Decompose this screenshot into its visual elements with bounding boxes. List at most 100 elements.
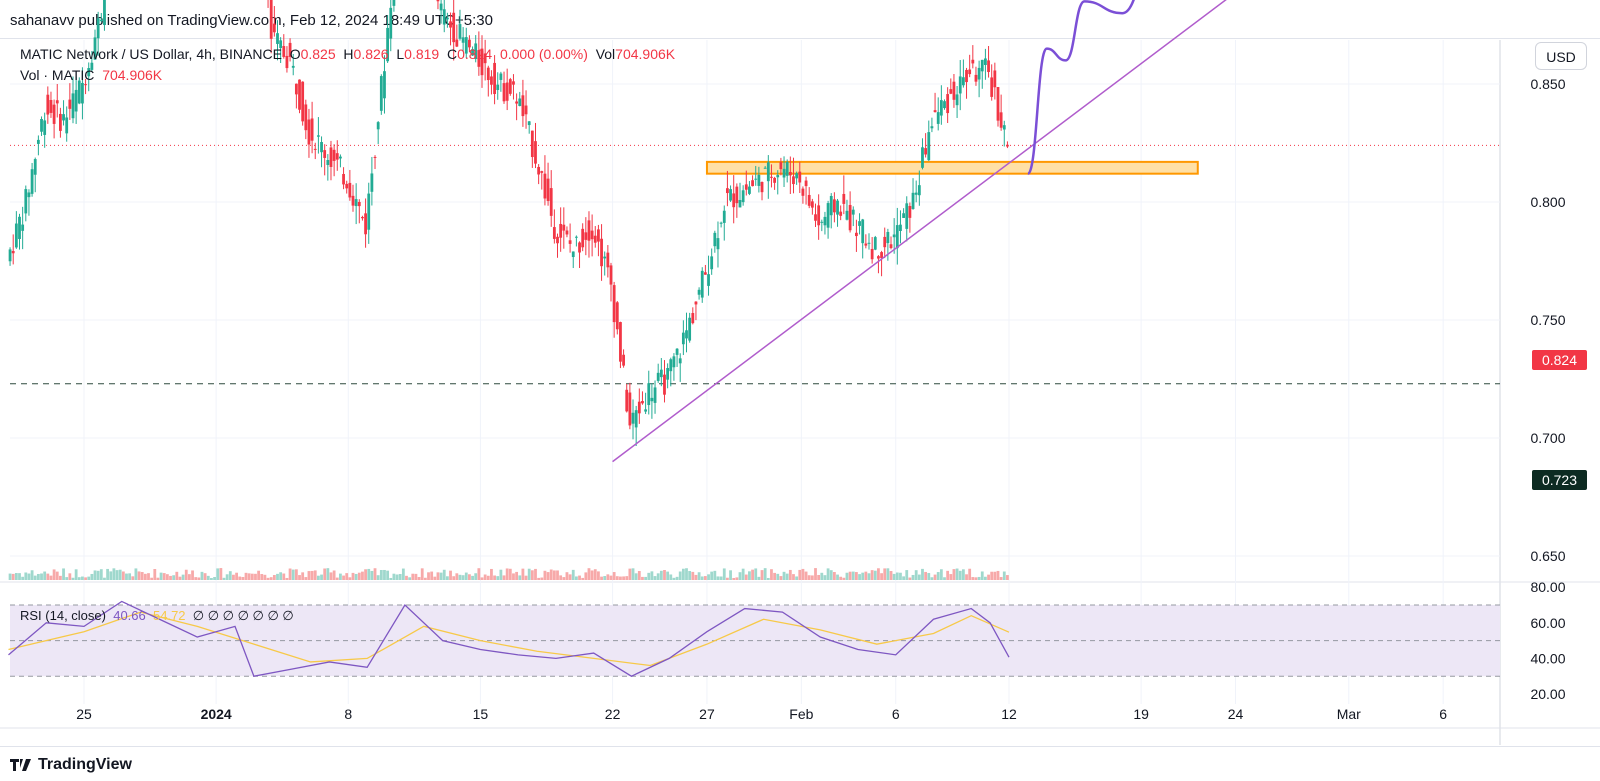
candle-body xyxy=(933,110,937,113)
volume-bar xyxy=(974,577,978,580)
symbol-title[interactable]: MATIC Network / US Dollar, 4h, BINANCE xyxy=(20,46,282,62)
volume-bar xyxy=(807,575,811,580)
candle-body xyxy=(552,227,556,239)
volume-bar xyxy=(993,571,997,580)
candle-body xyxy=(977,67,981,80)
time-tick-label: 6 xyxy=(1439,706,1447,722)
candle-body xyxy=(508,79,512,94)
volume-bar xyxy=(27,573,31,580)
volume-bar xyxy=(877,568,880,580)
candle-body xyxy=(873,237,877,250)
candle-body xyxy=(748,186,751,194)
volume-bar xyxy=(788,569,792,580)
rsi-ma-value: 54.72 xyxy=(153,608,186,623)
volume-bar xyxy=(855,572,858,580)
volume-bar xyxy=(490,568,493,580)
volume-bar xyxy=(389,577,393,580)
volume-bar xyxy=(159,572,163,580)
volume-bar xyxy=(486,575,490,580)
volume-bar xyxy=(659,570,663,580)
candle-body xyxy=(483,53,487,64)
volume-series-value: 704.906K xyxy=(102,67,163,83)
volume-bar xyxy=(587,568,591,580)
candle-body xyxy=(845,210,849,220)
candle-body xyxy=(681,332,685,345)
volume-bar xyxy=(480,577,484,580)
volume-series-label[interactable]: Vol · MATIC xyxy=(20,67,95,83)
volume-bar xyxy=(622,576,625,580)
candle-body xyxy=(389,7,393,39)
currency-button[interactable]: USD xyxy=(1535,42,1587,70)
volume-bar xyxy=(939,569,943,580)
volume-bar xyxy=(266,577,270,580)
volume-bar xyxy=(726,577,729,580)
volume-bar xyxy=(889,571,893,580)
candle-body xyxy=(606,252,610,268)
candle-body xyxy=(625,389,629,412)
candle-body xyxy=(776,175,780,178)
volume-bar xyxy=(902,576,906,580)
candle-body xyxy=(480,48,484,76)
volume-bar xyxy=(131,576,135,580)
candle-body xyxy=(820,221,824,223)
volume-bar xyxy=(427,572,430,580)
candle-body xyxy=(24,189,28,214)
candle-body xyxy=(276,33,279,44)
candle-body xyxy=(1002,125,1006,130)
volume-bar xyxy=(832,572,836,580)
candle-body xyxy=(829,195,833,216)
tradingview-logo[interactable]: TradingView xyxy=(10,756,132,774)
volume-bar xyxy=(609,575,613,580)
volume-bar xyxy=(694,574,698,580)
candle-body xyxy=(301,81,305,122)
time-tick-label: 22 xyxy=(605,706,621,722)
volume-bar xyxy=(839,576,843,580)
volume-bar xyxy=(757,576,761,580)
candle-body xyxy=(310,118,314,141)
candle-body xyxy=(609,265,613,285)
volume-bar xyxy=(345,573,349,580)
volume-bar xyxy=(735,577,739,580)
volume-bar xyxy=(272,574,276,580)
candle-body xyxy=(707,274,710,286)
volume-bar xyxy=(257,570,261,580)
volume-bar xyxy=(276,573,279,580)
rsi-title[interactable]: RSI (14, close) xyxy=(20,608,106,623)
volume-bar xyxy=(235,572,238,580)
volume-bar xyxy=(411,573,415,580)
candle-body xyxy=(99,19,103,22)
volume-bar xyxy=(895,572,899,580)
candle-body xyxy=(939,100,943,116)
rsi-value: 40.66 xyxy=(113,608,146,623)
volume-bar xyxy=(880,573,883,580)
volume-bar xyxy=(842,577,846,580)
candle-body xyxy=(968,69,972,75)
volume-bar xyxy=(269,577,273,580)
volume-bar xyxy=(741,568,745,580)
candle-body xyxy=(269,0,273,39)
volume-bar xyxy=(628,568,632,580)
volume-bar xyxy=(18,573,21,580)
volume-bar xyxy=(46,573,50,580)
volume-bar xyxy=(980,571,984,580)
candle-body xyxy=(518,98,522,107)
volume-bar xyxy=(294,569,298,580)
candle-body xyxy=(18,216,21,240)
volume-bar xyxy=(943,577,946,580)
candle-body xyxy=(943,101,946,109)
volume-bar xyxy=(851,571,855,580)
volume-bar xyxy=(282,573,286,580)
volume-bar xyxy=(8,573,12,580)
candle-body xyxy=(351,195,355,206)
volume-bar xyxy=(187,574,191,580)
volume-bar xyxy=(845,572,849,580)
volume-bar xyxy=(732,577,736,580)
volume-bar xyxy=(905,570,909,580)
candle-body xyxy=(84,84,87,86)
candle-body xyxy=(461,37,465,43)
volume-bar xyxy=(21,576,25,580)
candle-body xyxy=(993,70,997,88)
candle-body xyxy=(792,176,795,185)
volume-bar xyxy=(927,573,931,580)
